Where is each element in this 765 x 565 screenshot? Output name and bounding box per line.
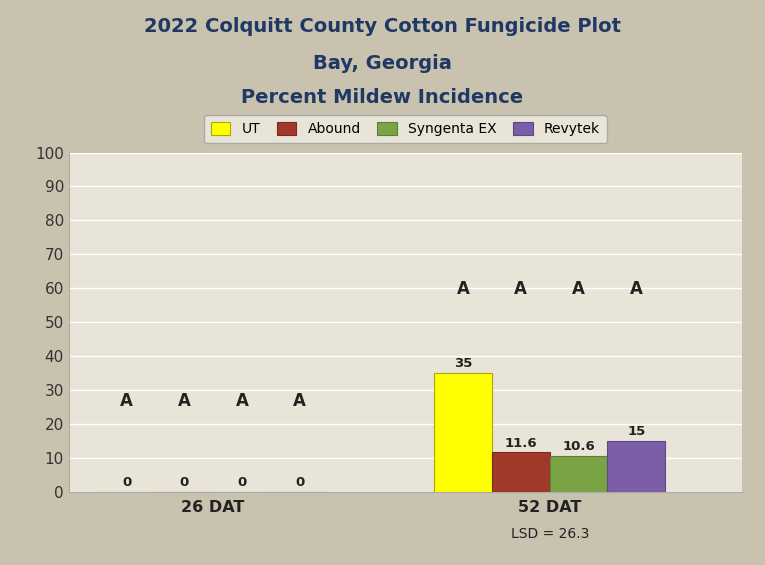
Text: A: A [630, 280, 643, 298]
Text: A: A [572, 280, 585, 298]
Text: 11.6: 11.6 [505, 437, 537, 450]
Text: A: A [457, 280, 470, 298]
Text: 26 DAT: 26 DAT [181, 500, 245, 515]
Text: 52 DAT: 52 DAT [518, 500, 581, 515]
Text: Bay, Georgia: Bay, Georgia [313, 54, 452, 73]
Text: 0: 0 [122, 476, 131, 489]
Text: 0: 0 [237, 476, 246, 489]
Text: A: A [236, 392, 249, 410]
Text: 2022 Colquitt County Cotton Fungicide Plot: 2022 Colquitt County Cotton Fungicide Pl… [144, 17, 621, 36]
Text: A: A [120, 392, 133, 410]
Text: A: A [514, 280, 527, 298]
Bar [550, 455, 607, 492]
Text: Percent Mildew Incidence: Percent Mildew Incidence [242, 88, 523, 107]
Text: 10.6: 10.6 [562, 440, 595, 453]
Text: 35: 35 [454, 357, 472, 370]
Bar [435, 373, 492, 492]
Bar [492, 452, 550, 492]
Text: A: A [293, 392, 306, 410]
Bar [607, 441, 665, 492]
Text: LSD = 26.3: LSD = 26.3 [510, 527, 589, 541]
Text: 0: 0 [180, 476, 189, 489]
Text: 0: 0 [295, 476, 304, 489]
Text: 15: 15 [627, 425, 646, 438]
Legend: UT, Abound, Syngenta EX, Revytek: UT, Abound, Syngenta EX, Revytek [204, 115, 607, 144]
Text: A: A [177, 392, 190, 410]
